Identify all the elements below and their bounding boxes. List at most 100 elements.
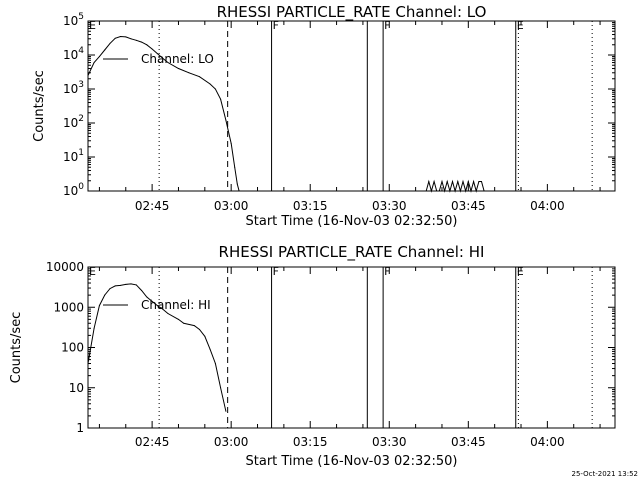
data-point <box>183 322 185 324</box>
chart-panel-1: RHESSI PARTICLE_RATE Channel: HI 02:45 03:… <box>9 243 616 469</box>
data-point <box>188 72 190 74</box>
data-point <box>130 283 132 285</box>
y-tick-label: 104 <box>63 46 84 62</box>
data-point <box>225 119 227 121</box>
y-tick-label: 1000 <box>53 300 84 314</box>
data-point <box>467 181 469 183</box>
data-point <box>146 44 148 46</box>
data-point <box>225 410 227 412</box>
y-tick-label: 100 <box>63 182 84 198</box>
data-point <box>465 190 467 192</box>
y-axis-label: Counts/sec <box>9 312 24 384</box>
y-tick-exponent: 2 <box>78 114 84 124</box>
data-point <box>141 41 143 43</box>
data-point <box>193 325 195 327</box>
data-point <box>234 166 236 168</box>
x-tick-label: 03:30 <box>372 435 407 449</box>
data-point <box>220 98 222 100</box>
event-marker-label: E <box>517 19 524 32</box>
data-point <box>114 285 116 287</box>
x-tick-label: 02:45 <box>135 435 170 449</box>
x-tick-label: 04:00 <box>530 435 565 449</box>
data-point <box>156 53 158 55</box>
data-point <box>167 62 169 64</box>
data-point <box>475 190 477 192</box>
chart-panel-0: RHESSI PARTICLE_RATE Channel: LO 02:45 03:… <box>32 3 616 229</box>
y-tick-base: 10 <box>63 82 78 96</box>
data-point <box>214 88 216 90</box>
legend-label: Channel: LO <box>141 52 214 66</box>
y-tick-exponent: 0 <box>78 182 84 192</box>
data-point <box>204 335 206 337</box>
data-point <box>457 181 459 183</box>
x-tick-label: 03:00 <box>214 435 249 449</box>
x-tick-label: 03:45 <box>451 435 486 449</box>
data-point <box>441 181 443 183</box>
y-tick-base: 10 <box>63 116 78 130</box>
y-tick-exponent: 3 <box>78 80 84 90</box>
x-tick-label: 02:45 <box>135 199 170 213</box>
data-point <box>209 83 211 85</box>
x-tick-label: 03:15 <box>293 199 328 213</box>
y-axis-label: Counts/sec <box>32 70 47 142</box>
data-point <box>436 190 438 192</box>
data-point <box>428 181 430 183</box>
y-tick-label: 105 <box>63 12 84 28</box>
data-point <box>109 288 111 290</box>
data-point <box>114 37 116 39</box>
data-point <box>478 181 480 183</box>
data-point <box>444 190 446 192</box>
x-tick-label: 03:45 <box>451 199 486 213</box>
event-marker-label: F <box>384 265 390 278</box>
y-tick-label: 101 <box>63 148 84 164</box>
data-point <box>209 348 211 350</box>
data-point <box>425 190 427 192</box>
y-tick-label: 103 <box>63 80 84 96</box>
y-tick-exponent: 4 <box>78 46 84 56</box>
data-point <box>438 190 440 192</box>
event-marker-label: E <box>89 265 96 278</box>
data-point <box>151 48 153 50</box>
y-tick-base: 10 <box>63 48 78 62</box>
chart-title: RHESSI PARTICLE_RATE Channel: LO <box>217 3 487 22</box>
data-point <box>230 142 232 144</box>
data-point <box>104 294 106 296</box>
data-point <box>119 284 121 286</box>
x-tick-label: 03:30 <box>372 199 407 213</box>
data-point <box>199 329 201 331</box>
data-point <box>214 363 216 365</box>
y-tick-base: 10 <box>63 150 78 164</box>
y-tick-label: 1 <box>76 421 84 435</box>
x-tick-label: 04:00 <box>530 199 565 213</box>
data-point <box>125 283 127 285</box>
data-point <box>177 318 179 320</box>
data-point <box>446 181 448 183</box>
x-tick-label: 03:00 <box>214 199 249 213</box>
y-tick-exponent: 1 <box>78 148 84 158</box>
data-point <box>470 190 472 192</box>
y-tick-base: 10 <box>63 184 78 198</box>
data-point <box>220 387 222 389</box>
data-point <box>146 296 148 298</box>
data-point <box>473 181 475 183</box>
data-point <box>449 190 451 192</box>
y-tick-label: 102 <box>63 114 84 130</box>
data-point <box>98 305 100 307</box>
x-axis-label: Start Time (16-Nov-03 02:32:50) <box>246 454 458 469</box>
data-point <box>135 284 137 286</box>
data-point <box>483 190 485 192</box>
data-point <box>167 312 169 314</box>
data-point <box>130 38 132 40</box>
x-axis-label: Start Time (16-Nov-03 02:32:50) <box>246 214 458 229</box>
event-marker-label: F <box>273 19 279 32</box>
data-point <box>156 305 158 307</box>
data-point <box>87 363 89 365</box>
data-point <box>104 49 106 51</box>
data-point <box>236 183 238 185</box>
event-marker-label: F <box>384 19 390 32</box>
data-point <box>87 74 89 76</box>
data-point <box>452 181 454 183</box>
y-tick-label: 100 <box>61 341 84 355</box>
data-point <box>119 36 121 38</box>
